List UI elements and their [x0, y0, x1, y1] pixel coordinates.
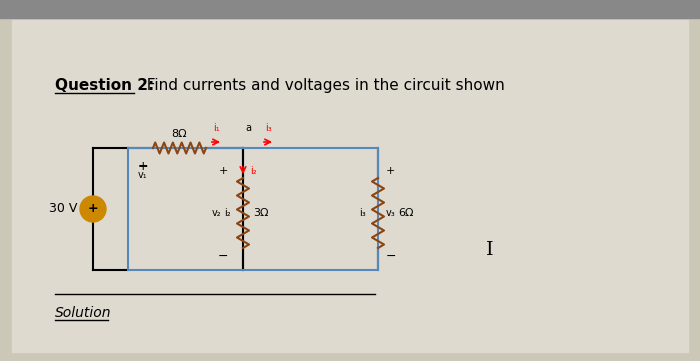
Text: +: + [218, 166, 228, 176]
Text: −: − [218, 250, 228, 263]
Text: 8Ω: 8Ω [172, 129, 188, 139]
Text: I: I [486, 241, 493, 259]
Circle shape [80, 196, 106, 222]
Text: i₃: i₃ [359, 208, 366, 218]
Text: −: − [137, 160, 148, 173]
Text: Question 2:: Question 2: [55, 78, 154, 93]
Text: v₃: v₃ [386, 208, 396, 218]
Text: +: + [138, 160, 148, 173]
Text: v₂: v₂ [211, 208, 221, 218]
Text: v₁: v₁ [138, 170, 148, 180]
Text: 30 V: 30 V [48, 203, 77, 216]
Text: a: a [245, 123, 251, 133]
Text: i₂: i₂ [225, 208, 231, 218]
Text: +: + [386, 166, 396, 176]
Text: Solution: Solution [55, 306, 111, 320]
Text: 6Ω: 6Ω [398, 208, 414, 218]
Bar [128, 148, 378, 270]
Text: i₂: i₂ [250, 166, 257, 176]
Text: −: − [386, 250, 396, 263]
Text: 3Ω: 3Ω [253, 208, 269, 218]
Text: i₃: i₃ [265, 123, 272, 133]
Bar [0, 0, 700, 18]
Text: i₁: i₁ [213, 123, 219, 133]
Text: +: + [88, 203, 98, 216]
Text: Find currents and voltages in the circuit shown: Find currents and voltages in the circui… [137, 78, 505, 93]
